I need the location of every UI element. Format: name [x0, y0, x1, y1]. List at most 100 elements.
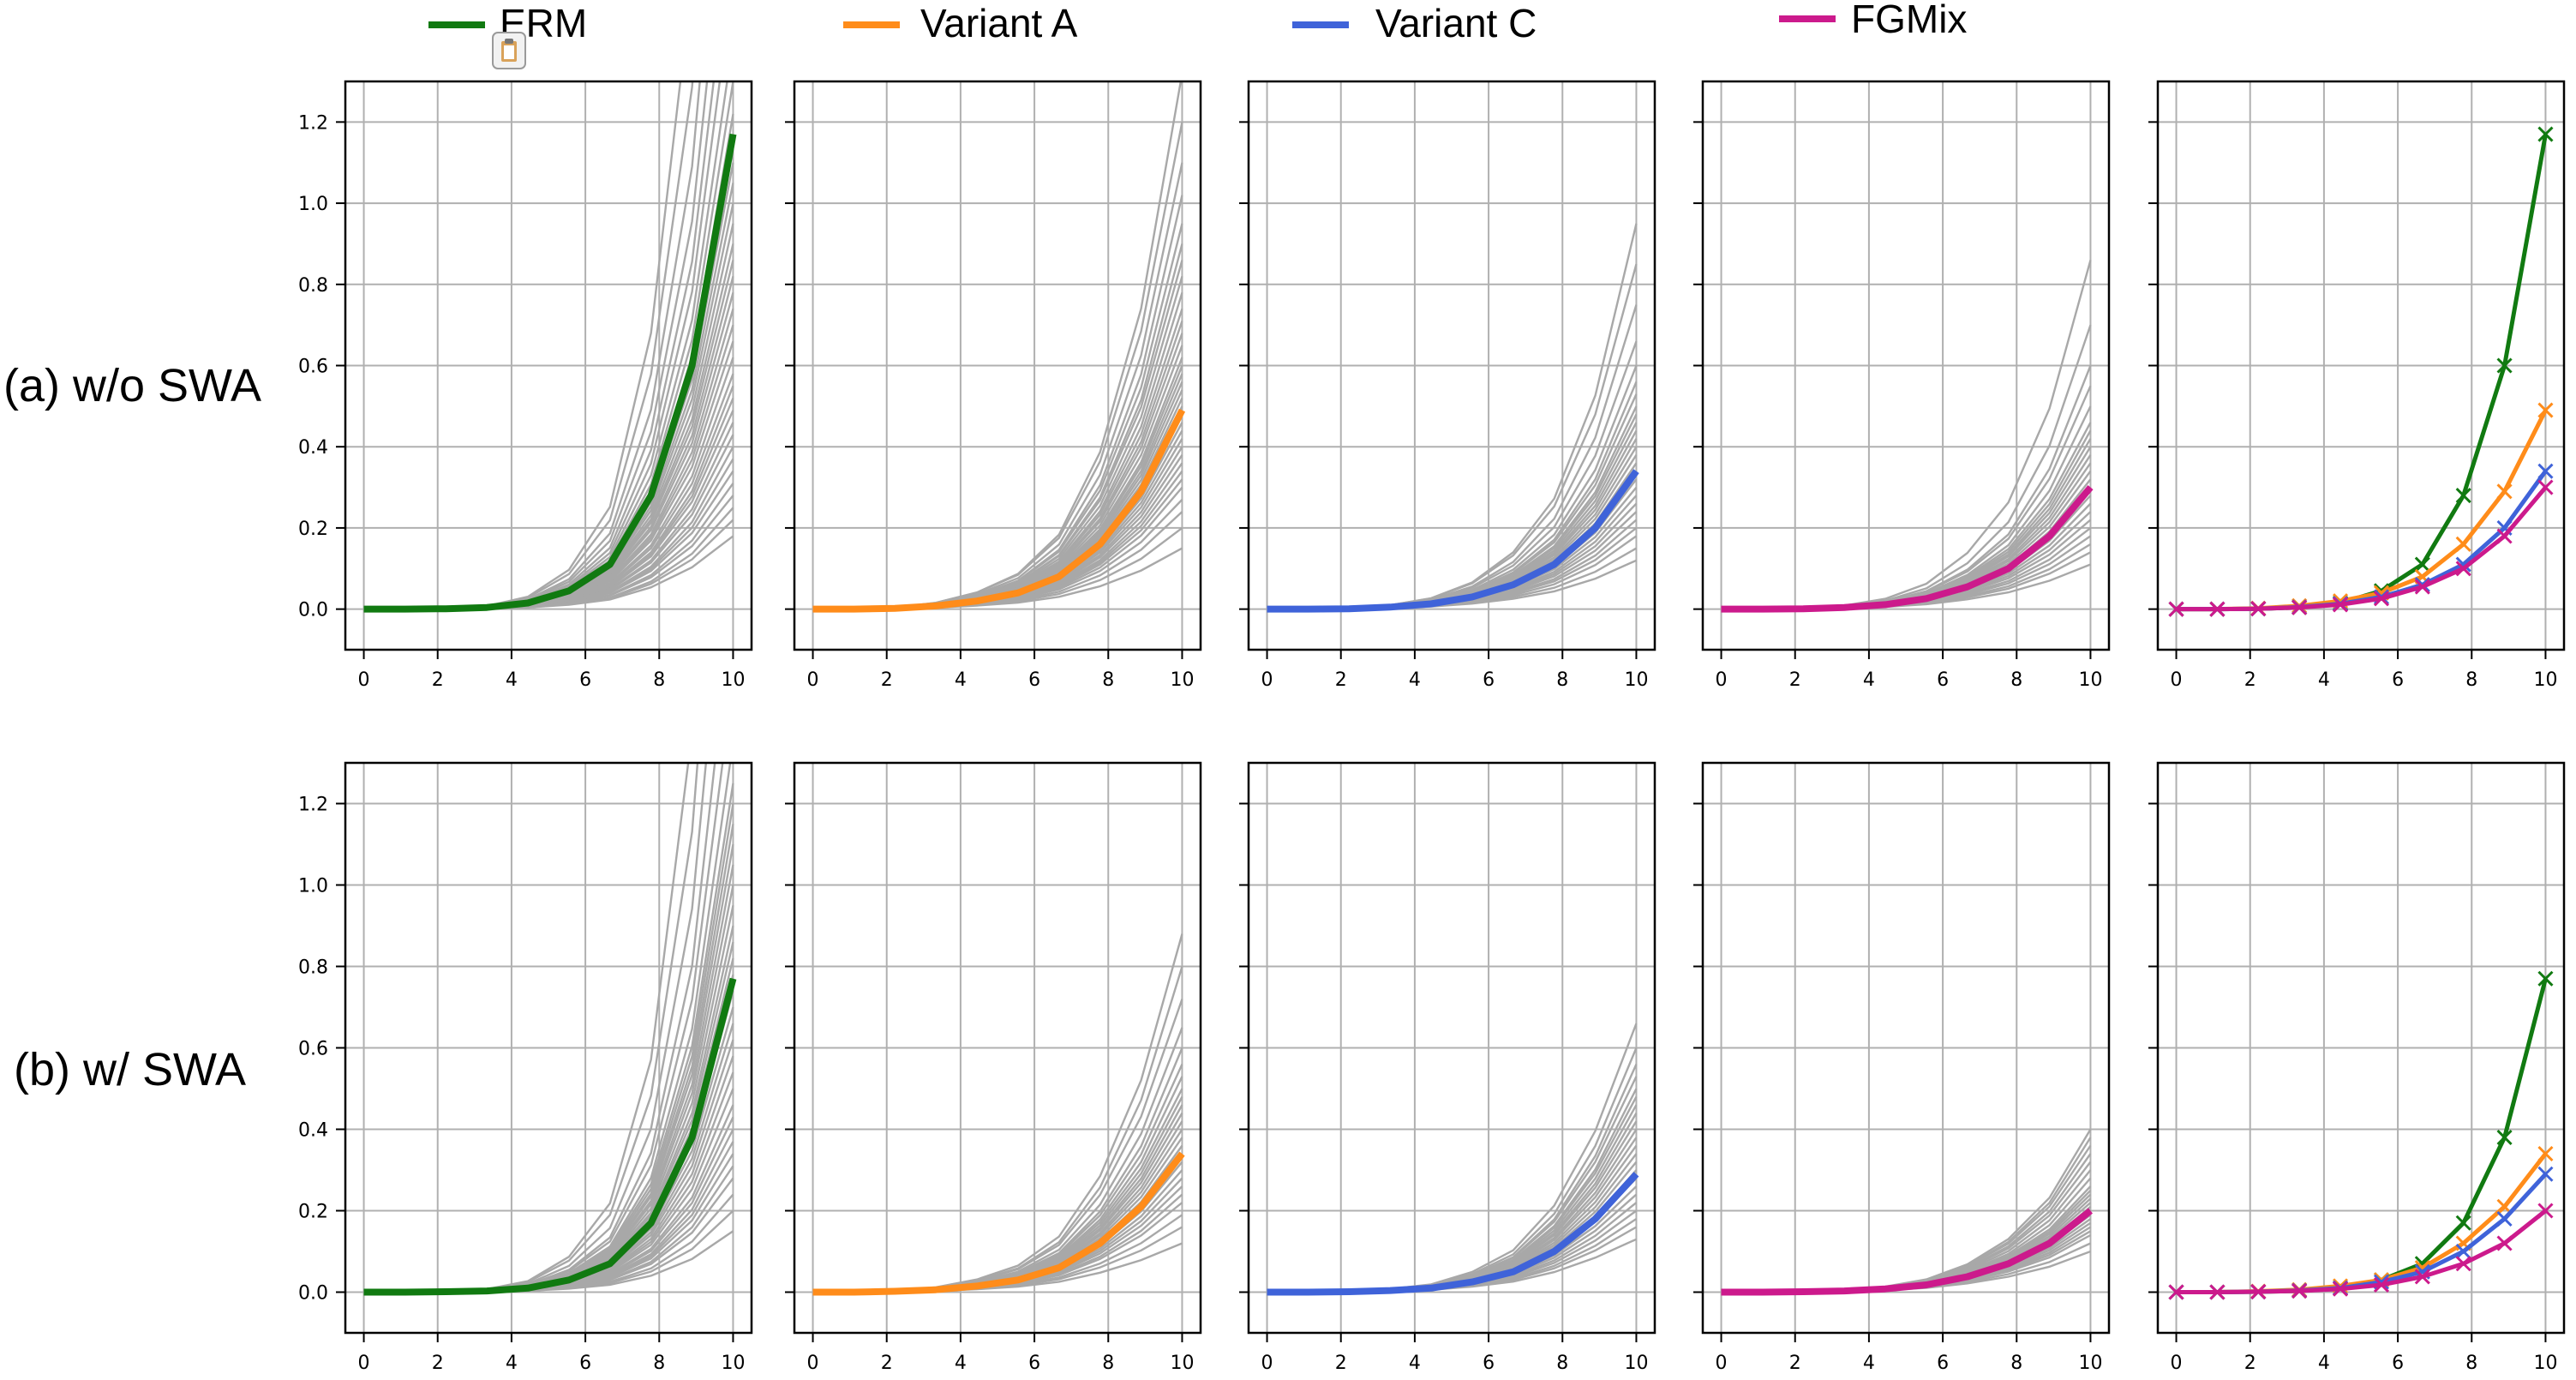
x-tick-label: 0 [807, 1353, 819, 1374]
x-tick-label: 2 [2244, 1353, 2256, 1374]
x-tick-label: 4 [506, 1353, 518, 1374]
fgmix-marker [2291, 599, 2308, 615]
fgmix-marker [2496, 1235, 2513, 1251]
x-tick-label: 4 [1863, 669, 1875, 691]
background-run-line [1721, 1153, 2092, 1293]
y-tick-label: 0.4 [298, 437, 328, 459]
x-tick-label: 8 [2465, 1353, 2477, 1374]
background-run-line [812, 243, 1183, 610]
background-run-line [1267, 454, 1638, 610]
x-tick-label: 4 [1409, 669, 1421, 691]
background-run-line [1267, 1047, 1638, 1293]
variant-a-mean-line [812, 408, 1186, 613]
plot-area [1267, 223, 1639, 613]
y-tick-label: 1.0 [298, 194, 328, 215]
erm-line [2176, 978, 2548, 1294]
plot-area [1267, 1023, 1639, 1296]
variant-a-line [2176, 409, 2548, 612]
fgmix-marker [2455, 561, 2471, 577]
variant-c-line [2176, 1173, 2548, 1294]
y-tick-label: 0.2 [298, 1202, 328, 1223]
x-tick-label: 10 [2533, 1353, 2557, 1374]
variant-a-line [2176, 1152, 2548, 1294]
fgmix-marker [2537, 479, 2554, 495]
x-tick-label: 8 [2010, 1353, 2022, 1374]
panel-r0-p0: 0.0 0.2 0.4 0.6 0.8 1.0 1.2 0 2 4 6 8 10 [298, 80, 753, 691]
fgmix-marker [2537, 1203, 2554, 1219]
x-tick-label: 2 [1335, 669, 1347, 691]
x-tick-label: 10 [1624, 669, 1648, 691]
x-tick-label: 10 [2533, 669, 2557, 691]
background-run-line [812, 1076, 1183, 1293]
variant-a-marker [2455, 536, 2471, 552]
x-tick-label: 0 [2171, 1353, 2183, 1374]
fgmix-marker [2250, 1283, 2267, 1300]
y-tick-label: 0.8 [298, 957, 328, 979]
fgmix-marker [2291, 1283, 2308, 1299]
panel-r0-p1: 0 2 4 6 8 10 [785, 80, 1202, 691]
plot-area [812, 933, 1185, 1296]
panel-r1-p1: 0 2 4 6 8 10 [785, 761, 1202, 1374]
panel-r1-p4: 0 2 4 6 8 10 [2148, 761, 2566, 1374]
x-tick-label: 6 [1028, 1353, 1040, 1374]
panel-r0-p3: 0 2 4 6 8 10 [1693, 80, 2111, 691]
erm-marker [2455, 1215, 2471, 1231]
x-tick-label: 0 [1261, 1353, 1273, 1374]
x-tick-label: 4 [506, 669, 518, 691]
background-run-line [1721, 422, 2092, 610]
x-tick-label: 8 [1556, 1353, 1568, 1374]
background-run-line [1721, 1137, 2092, 1293]
x-tick-label: 0 [1261, 669, 1273, 691]
variant-c-mean-line [1267, 1172, 1639, 1296]
legend-label-variant-c: Variant C [1375, 1, 1537, 45]
y-tick-label: 0.0 [298, 1283, 328, 1305]
y-tick-label: 0.8 [298, 275, 328, 297]
x-tick-label: 0 [807, 669, 819, 691]
background-run-line [1267, 1076, 1638, 1293]
fgmix-marker [2209, 1284, 2226, 1300]
x-tick-label: 10 [1170, 1353, 1194, 1374]
x-tick-label: 8 [2010, 669, 2022, 691]
x-tick-label: 0 [358, 1353, 370, 1374]
erm-marker [2537, 970, 2554, 987]
x-tick-label: 8 [1102, 669, 1114, 691]
x-tick-label: 10 [721, 669, 745, 691]
x-tick-label: 2 [1789, 1353, 1801, 1374]
x-tick-label: 8 [1556, 669, 1568, 691]
variant-c-marker [2455, 1243, 2471, 1260]
y-tick-label: 0.0 [298, 600, 328, 621]
fgmix-marker [2496, 528, 2513, 544]
x-tick-label: 4 [955, 1353, 967, 1374]
background-run-line [1267, 1088, 1638, 1293]
background-run-line [1721, 1161, 2092, 1293]
fgmix-marker [2455, 1256, 2471, 1272]
background-run-line [1267, 1064, 1638, 1293]
background-run-line [1721, 454, 2092, 610]
x-tick-label: 8 [653, 669, 665, 691]
panel-r0-p2: 0 2 4 6 8 10 [1239, 80, 1656, 691]
background-run-line [1721, 1169, 2092, 1293]
fgmix-marker [2373, 1276, 2390, 1293]
x-tick-label: 2 [2244, 669, 2256, 691]
panels: 0.0 0.2 0.4 0.6 0.8 1.0 1.2 0 2 4 6 8 10 0 2 4 6 8 10 0 2 4 6 8… [298, 80, 2566, 1374]
x-tick-label: 6 [2392, 669, 2404, 691]
fgmix-marker [2250, 601, 2267, 617]
background-run-line [1721, 462, 2092, 610]
background-run-line [1267, 1120, 1638, 1293]
x-tick-label: 6 [1483, 669, 1495, 691]
background-run-line [1267, 1104, 1638, 1293]
erm-mean-line [363, 977, 737, 1296]
background-run-line [812, 291, 1183, 610]
erm-marker [2455, 487, 2471, 504]
x-tick-label: 6 [1937, 669, 1949, 691]
panel-r0-p4: 0 2 4 6 8 10 [2148, 80, 2566, 691]
background-run-line [812, 1064, 1183, 1293]
x-tick-label: 4 [1863, 1353, 1875, 1374]
background-run-line [363, 357, 734, 610]
background-run-line [1267, 381, 1638, 610]
background-run-line [812, 345, 1183, 610]
variant-c-line [2176, 470, 2548, 612]
clipboard-icon[interactable] [492, 32, 526, 69]
background-run-line [1721, 1185, 2092, 1293]
